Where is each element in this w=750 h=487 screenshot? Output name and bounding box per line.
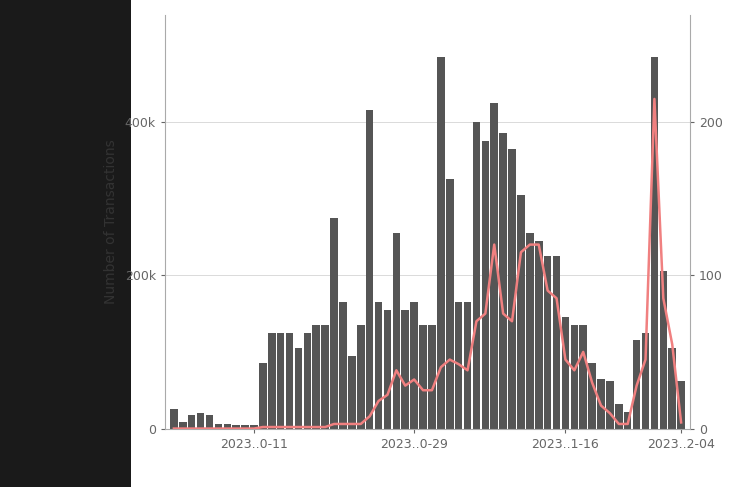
Bar [410,302,418,429]
Bar [330,218,338,429]
Bar [482,141,489,429]
Bar [286,333,293,429]
Bar [348,356,355,429]
Bar [464,302,471,429]
Bar [588,363,596,429]
Bar [535,241,542,429]
Bar [428,325,436,429]
Bar [375,302,382,429]
Y-axis label: Number of Transactions: Number of Transactions [104,139,118,304]
Bar [553,256,560,429]
Bar [526,233,533,429]
Bar [206,415,213,429]
Bar [544,256,551,429]
Bar [277,333,284,429]
Bar [668,348,676,429]
Bar [295,348,302,429]
Bar [437,57,445,429]
Bar [224,424,231,429]
Bar [500,133,507,429]
Bar [384,310,392,429]
Bar [170,410,178,429]
Bar [509,149,516,429]
Bar [606,381,613,429]
Bar [357,325,364,429]
Bar [251,426,258,429]
Bar [633,340,640,429]
Bar [562,318,569,429]
Bar [339,302,346,429]
Bar [401,310,409,429]
Bar [571,325,578,429]
Bar [392,233,400,429]
Bar [179,422,187,429]
Bar [242,426,249,429]
Bar [490,103,498,429]
Bar [322,325,329,429]
Bar [624,412,632,429]
Bar [615,404,622,429]
Bar [259,363,267,429]
Bar [659,271,667,429]
Bar [472,122,480,429]
Bar [313,325,320,429]
Bar [214,424,222,429]
Bar [366,111,374,429]
Bar [642,333,650,429]
Bar [304,333,311,429]
Bar [580,325,587,429]
Bar [597,379,604,429]
Bar [454,302,463,429]
Bar [419,325,427,429]
Bar [446,179,454,429]
Bar [196,413,204,429]
Bar [188,415,196,429]
Bar [232,426,240,429]
Bar [268,333,275,429]
Bar [518,195,525,429]
Bar [677,381,685,429]
Bar [650,57,658,429]
